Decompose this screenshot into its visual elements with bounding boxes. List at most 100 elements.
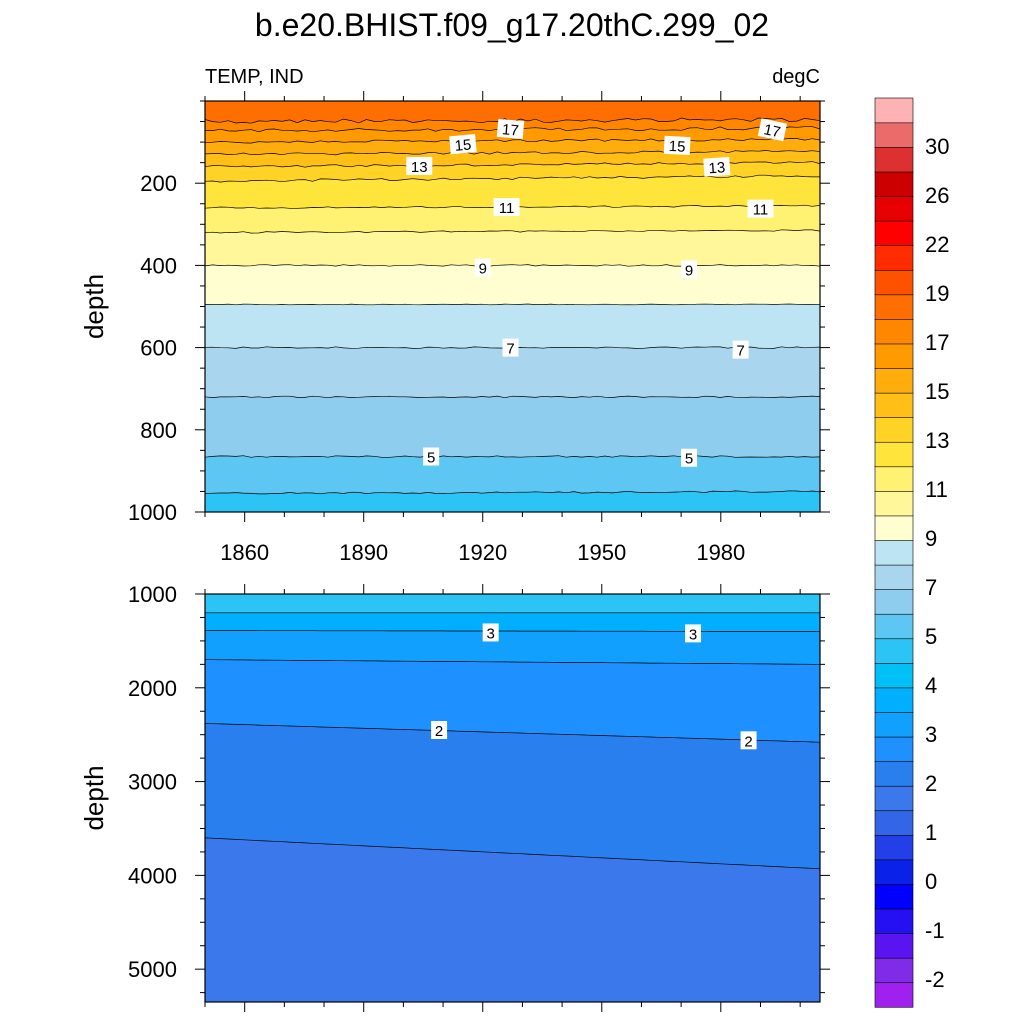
- y-tick-label: 1000: [128, 500, 177, 525]
- contour-fill-band: [205, 150, 820, 168]
- colorbar-swatch: [874, 269, 914, 296]
- svg-text:17: 17: [762, 121, 782, 141]
- colorbar-swatch: [874, 613, 914, 640]
- contour-label: 11: [493, 198, 520, 217]
- colorbar-label: 26: [925, 183, 949, 208]
- contour-label: 7: [732, 340, 749, 360]
- colorbar-swatch: [874, 220, 914, 247]
- colorbar-swatch: [874, 834, 914, 861]
- contour-fill-band: [205, 264, 820, 305]
- colorbar-label: 2: [925, 771, 937, 796]
- contour-line: [205, 630, 820, 632]
- colorbar-label: -2: [925, 967, 945, 992]
- svg-text:17: 17: [501, 121, 519, 139]
- chart-title-text: b.e20.BHIST.f09_g17.20thC.299_02: [255, 7, 769, 43]
- contour-label: 2: [431, 721, 448, 740]
- colorbar-swatch: [874, 711, 914, 738]
- contour-label: 5: [681, 448, 698, 468]
- svg-text:15: 15: [454, 136, 472, 154]
- svg-text:9: 9: [685, 263, 693, 280]
- colorbar-swatch: [874, 466, 914, 492]
- colorbar-swatch: [874, 564, 914, 590]
- contour-line: [205, 264, 820, 267]
- contour-line: [205, 490, 820, 495]
- y-tick-label: 400: [140, 253, 177, 278]
- contour-fill-band: [205, 205, 820, 234]
- colorbar-swatch: [874, 957, 914, 984]
- contour-line: [205, 659, 820, 665]
- y-tick-label: 2000: [128, 676, 177, 701]
- colorbar-swatch: [874, 343, 914, 369]
- colorbar-label: 3: [925, 722, 937, 747]
- contour-label: 17: [757, 118, 787, 141]
- contour-fill-band: [205, 612, 820, 632]
- colorbar-swatch: [874, 294, 914, 320]
- svg-text:2: 2: [435, 723, 443, 740]
- contour-label: 5: [423, 447, 440, 467]
- left-subtitle: TEMP, IND: [205, 66, 304, 88]
- contour-line: [205, 138, 820, 144]
- contour-line: [205, 837, 820, 870]
- colorbar-label: 1: [925, 820, 937, 845]
- colorbar-swatch: [874, 195, 914, 222]
- colorbar-swatch: [874, 883, 914, 910]
- y-tick-label: 4000: [128, 863, 177, 888]
- colorbar-swatch: [874, 490, 914, 517]
- contour-label: 15: [663, 135, 691, 156]
- colorbar-swatch: [874, 761, 914, 787]
- contour-line: [205, 229, 820, 234]
- upper-panel: 17 17 15 15 13 13 11 11 9 9 7 7 5 5 200 400 600 800 1000 de…: [79, 91, 830, 565]
- colorbar-label: 9: [925, 526, 937, 551]
- contour-fill-band: [205, 229, 820, 267]
- colorbar-swatch: [874, 417, 914, 443]
- x-tick-label: 1950: [577, 540, 626, 565]
- colorbar-swatch: [874, 245, 914, 271]
- colorbar-swatch: [874, 539, 914, 566]
- colorbar-label: 13: [925, 428, 949, 453]
- contour-label: 2: [740, 731, 757, 750]
- svg-text:11: 11: [753, 202, 769, 219]
- x-tick-label: 1860: [220, 540, 269, 565]
- y-axis-label: depth: [79, 274, 109, 339]
- contour-label: 17: [496, 118, 525, 140]
- svg-text:5: 5: [685, 451, 693, 468]
- x-tick-label: 1890: [339, 540, 388, 565]
- colorbar: -2 -1 0 1 2 3 4 5 7 9 11 13 15 17 19 22 26 30: [874, 97, 949, 1008]
- contour-label: 13: [406, 156, 433, 176]
- svg-text:11: 11: [499, 200, 515, 217]
- colorbar-swatch: [874, 171, 914, 197]
- y-tick-label: 600: [140, 336, 177, 361]
- contour-label: 3: [685, 624, 702, 643]
- contour-fill-band: [205, 455, 820, 494]
- colorbar-swatch: [874, 146, 914, 173]
- svg-text:3: 3: [689, 626, 697, 643]
- contour-label: 9: [681, 260, 698, 280]
- contour-line: [205, 174, 820, 183]
- colorbar-swatch: [874, 736, 914, 762]
- contour-fill-band: [205, 837, 820, 1002]
- contour-line: [205, 455, 820, 458]
- colorbar-label: 17: [925, 330, 949, 355]
- x-tick-label: 1980: [696, 540, 745, 565]
- y-tick-label: 5000: [128, 957, 177, 982]
- contour-line: [205, 303, 820, 306]
- colorbar-swatch: [874, 932, 914, 959]
- svg-text:2: 2: [744, 733, 752, 750]
- colorbar-label: 30: [925, 134, 949, 159]
- svg-text:13: 13: [708, 159, 726, 177]
- colorbar-label: 11: [925, 477, 948, 502]
- contour-fill-band: [205, 346, 820, 398]
- svg-text:7: 7: [736, 343, 744, 360]
- contour-fill-band: [205, 490, 820, 512]
- colorbar-swatch: [874, 589, 914, 615]
- colorbar-swatch: [874, 687, 914, 713]
- svg-text:5: 5: [427, 450, 435, 467]
- contour-line: [205, 723, 820, 743]
- colorbar-label: 22: [925, 232, 949, 257]
- colorbar-swatch: [874, 122, 914, 148]
- colorbar-label: 0: [925, 869, 937, 894]
- contour-label: 13: [703, 156, 731, 177]
- colorbar-swatch: [874, 515, 914, 541]
- contour-fill-band: [205, 594, 820, 613]
- y-tick-label: 800: [140, 418, 177, 443]
